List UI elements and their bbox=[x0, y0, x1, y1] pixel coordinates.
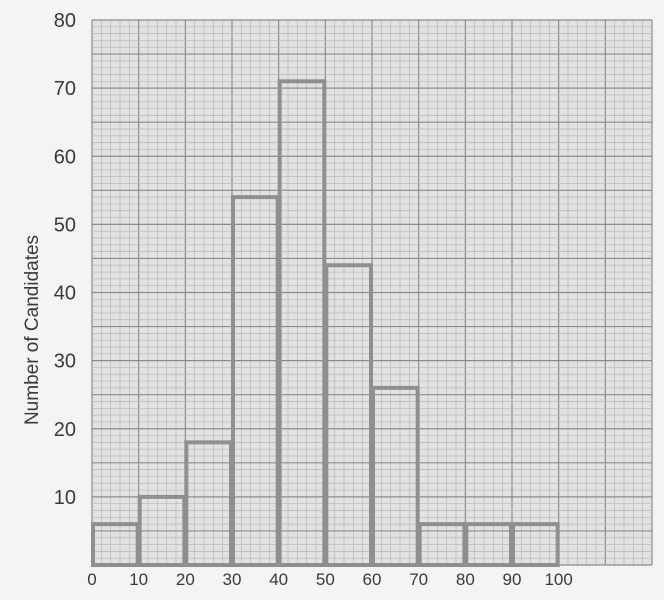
y-tick-label: 50 bbox=[54, 214, 76, 236]
y-tick-label: 20 bbox=[54, 419, 76, 441]
histogram-bar bbox=[417, 522, 467, 567]
y-tick-label: 30 bbox=[54, 351, 76, 373]
x-tick-label: 80 bbox=[456, 570, 475, 589]
x-tick-label: 10 bbox=[129, 570, 148, 589]
y-tick-label: 80 bbox=[54, 10, 76, 32]
x-tick-label: 0 bbox=[87, 570, 96, 589]
y-tick-label: 10 bbox=[54, 487, 76, 509]
histogram-bar bbox=[231, 195, 280, 567]
x-tick-label: 30 bbox=[223, 570, 242, 589]
y-tick-label: 60 bbox=[54, 146, 76, 168]
x-tick-label: 20 bbox=[176, 570, 195, 589]
x-tick-label: 60 bbox=[363, 570, 382, 589]
x-tick-label: 90 bbox=[503, 570, 522, 589]
x-tick-label: 50 bbox=[316, 570, 335, 589]
x-axis-tick-labels: 0 10 20 30 40 50 60 70 80 90 100 bbox=[87, 570, 573, 589]
x-tick-label: 100 bbox=[544, 570, 572, 589]
histogram-bar bbox=[511, 522, 560, 567]
histogram-bars bbox=[91, 79, 560, 567]
y-axis-tick-labels: 10 20 30 40 50 60 70 80 bbox=[54, 10, 76, 509]
y-axis-title: Number of Candidates bbox=[22, 235, 43, 425]
y-tick-label: 40 bbox=[54, 283, 76, 305]
histogram-bar bbox=[371, 385, 420, 567]
x-tick-label: 40 bbox=[269, 570, 288, 589]
y-tick-label: 70 bbox=[54, 78, 76, 100]
x-tick-label: 70 bbox=[409, 570, 428, 589]
histogram-bar bbox=[277, 79, 327, 567]
histogram-bar bbox=[324, 263, 374, 567]
